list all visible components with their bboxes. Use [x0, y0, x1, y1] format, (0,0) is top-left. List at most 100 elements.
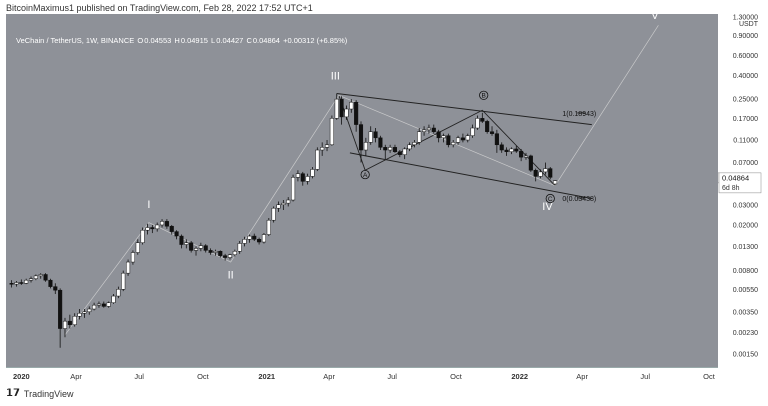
symbol-pair: VeChain / TetherUS, 1W, BINANCE	[16, 36, 135, 45]
x-tick-label: Oct	[450, 372, 463, 381]
candle-body	[383, 147, 388, 151]
y-tick-label: 0.90000	[733, 33, 758, 40]
sub-wave-circle	[479, 90, 489, 100]
candle-body	[193, 248, 199, 251]
low-value: 0.04427	[216, 36, 244, 45]
time-axis[interactable]: 2020 Apr Jul Oct 2021 Apr Jul Oct 2022 Apr Jul Oct	[6, 367, 718, 384]
candle	[218, 250, 223, 258]
candle-body	[324, 144, 330, 148]
candle	[266, 217, 271, 237]
candle-body	[135, 242, 140, 253]
chart-area[interactable]: 1(0.18943) 0(0.03438) I II III IV V A B C VeChain…	[6, 10, 718, 367]
candle-body	[334, 98, 339, 119]
candle-body	[276, 204, 281, 209]
candle-body	[101, 303, 106, 307]
candle	[358, 121, 364, 163]
candle-body	[451, 142, 456, 146]
candle	[489, 126, 495, 136]
candle-body	[509, 148, 514, 152]
candle-body	[58, 289, 63, 329]
candle	[126, 259, 131, 276]
candle	[82, 309, 87, 318]
candle-body	[504, 149, 509, 152]
candle	[150, 224, 155, 234]
y-tick-label: 0.25000	[733, 97, 758, 104]
candle-body	[266, 219, 271, 235]
candle-body	[116, 289, 121, 297]
candle-body	[485, 121, 490, 132]
candle	[28, 276, 34, 283]
candle	[242, 236, 247, 247]
y-axis-unit: USDT	[739, 21, 759, 28]
candle-body	[315, 149, 320, 170]
footer: 𝟭𝟳 TradingView	[6, 388, 73, 399]
sub-wave-text: A	[363, 172, 368, 179]
sub-wave-text: C	[548, 196, 553, 203]
candle	[174, 230, 179, 240]
y-tick-label: 0.00150	[733, 352, 758, 359]
candle-body	[475, 118, 480, 129]
candle-body	[24, 279, 29, 284]
candle	[334, 93, 339, 120]
candle	[116, 286, 121, 299]
candle-body	[67, 320, 72, 325]
candle-body	[533, 169, 538, 177]
candle	[96, 301, 102, 308]
candle	[155, 222, 160, 232]
price-axis[interactable]: USDT 1.30000 0.90000 0.60000 0.40000 0.25000 0…	[677, 14, 762, 367]
candle-body	[402, 148, 407, 155]
candle-body	[9, 283, 14, 285]
candle	[237, 240, 242, 254]
candle	[203, 244, 208, 253]
candle	[53, 283, 58, 295]
candle-body	[286, 199, 291, 204]
sub-wave-circle	[360, 169, 370, 180]
footer-brand: TradingView	[23, 388, 74, 399]
close-value: 0.04864	[252, 36, 280, 45]
candle-body	[227, 254, 233, 258]
candle-body	[368, 131, 373, 143]
candle	[504, 147, 509, 156]
sub-wave-label: A	[360, 169, 370, 180]
candle	[339, 96, 344, 125]
candle-body	[388, 147, 393, 151]
candle	[378, 135, 383, 151]
x-tick-label: Jul	[387, 372, 397, 381]
candle	[441, 133, 446, 143]
open-label: O	[137, 36, 144, 45]
candle	[407, 142, 412, 152]
candle	[320, 142, 325, 156]
y-tick-label: 0.00230	[733, 330, 758, 337]
candle	[480, 112, 485, 123]
candle	[189, 240, 194, 253]
candle	[417, 128, 422, 145]
candle-body	[456, 137, 461, 143]
candle-body	[48, 279, 53, 287]
candle	[286, 197, 291, 207]
candle	[436, 129, 441, 143]
sub-wave-label: B	[479, 90, 489, 100]
candle-body	[247, 235, 252, 240]
candle	[324, 140, 330, 152]
y-tick-label: 0.11000	[733, 138, 758, 145]
x-tick-label: 2021	[258, 372, 275, 381]
candle	[111, 294, 116, 304]
candle-body	[62, 320, 68, 329]
candle	[159, 219, 165, 228]
candle-body	[72, 316, 77, 325]
candle-body	[358, 124, 364, 151]
candle	[281, 200, 286, 211]
candle-body	[164, 221, 169, 227]
candle	[179, 234, 184, 249]
candle	[543, 162, 548, 175]
candle-body	[53, 286, 58, 291]
y-tick-label: 1.30000	[733, 15, 758, 22]
publisher-line: BitcoinMaximus1 published on TradingView…	[6, 3, 313, 13]
candle-body	[38, 274, 43, 277]
candle	[77, 309, 82, 320]
candle	[92, 302, 97, 311]
candle-body	[519, 150, 524, 158]
candle-body	[422, 129, 427, 132]
candle-body	[179, 235, 184, 245]
